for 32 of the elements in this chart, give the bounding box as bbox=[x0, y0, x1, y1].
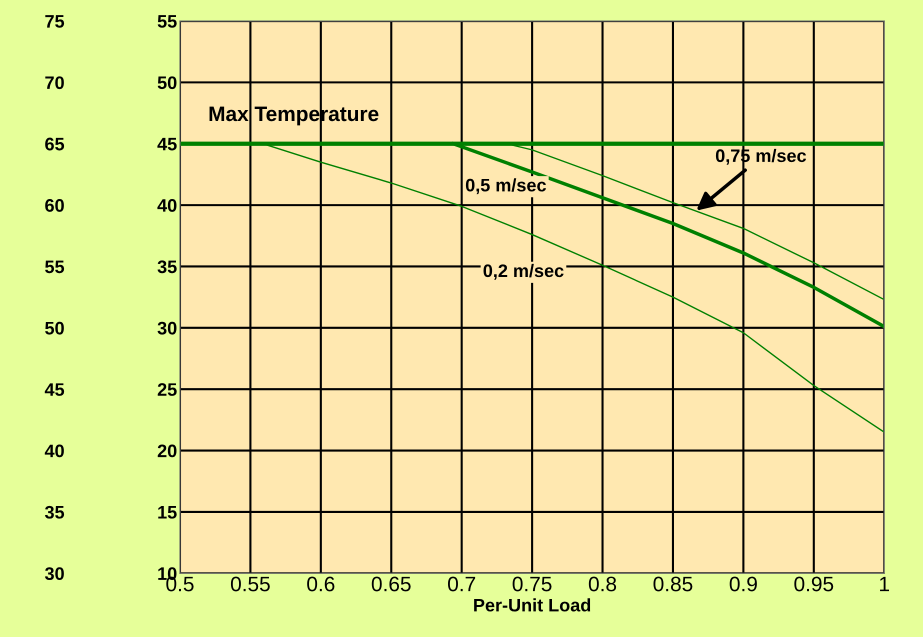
x-tick-label: 0.95 bbox=[794, 576, 834, 592]
y2-tick-label: 30 bbox=[44, 567, 64, 580]
annotation: 0,5 m/sec bbox=[466, 178, 546, 194]
x-tick-label: 0.9 bbox=[730, 576, 757, 592]
y2-tick-label: 65 bbox=[45, 138, 64, 150]
y-tick-label: 30 bbox=[158, 322, 176, 335]
x-tick-label: 0.55 bbox=[230, 576, 270, 592]
y-tick-label: 15 bbox=[158, 506, 177, 519]
y2-tick-label: 55 bbox=[45, 260, 64, 274]
y2-tick-label: 45 bbox=[44, 383, 64, 396]
y-tick-label: 55 bbox=[158, 15, 177, 28]
y2-tick-label: 75 bbox=[45, 15, 64, 28]
y-tick-label: 20 bbox=[158, 444, 176, 458]
x-tick-label: 0.8 bbox=[588, 576, 616, 592]
y-tick-label: 40 bbox=[157, 199, 176, 212]
y2-tick-label: 40 bbox=[44, 444, 64, 458]
y-tick-label: 35 bbox=[158, 260, 177, 274]
x-tick-label: 0.7 bbox=[448, 576, 476, 592]
x-tick-label: 1 bbox=[880, 576, 890, 592]
y2-tick-label: 60 bbox=[45, 199, 64, 212]
annotation: 0,2 m/sec bbox=[484, 264, 564, 280]
y-tick-label: 50 bbox=[158, 76, 176, 90]
x-tick-label: 0.85 bbox=[654, 576, 692, 592]
y2-tick-label: 50 bbox=[45, 322, 64, 335]
y2-tick-label: 70 bbox=[45, 76, 64, 90]
x-tick-label: 0.75 bbox=[512, 576, 552, 592]
y2-tick-label: 35 bbox=[44, 506, 64, 519]
x-tick-label: 0.6 bbox=[307, 576, 334, 592]
y-tick-label: 45 bbox=[157, 138, 177, 150]
x-tick-label: 0.65 bbox=[372, 576, 411, 592]
x-axis-title: Per-Unit Load bbox=[474, 598, 590, 612]
y-tick-label: 25 bbox=[158, 383, 177, 396]
